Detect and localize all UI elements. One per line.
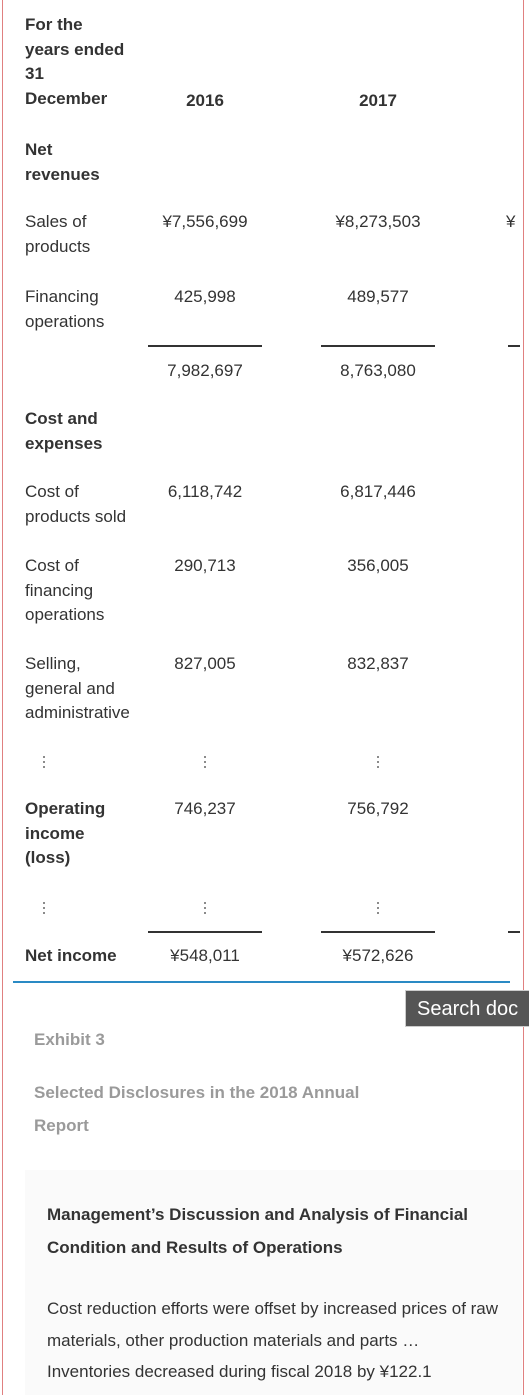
frame-border [2, 0, 3, 1395]
header-label: For the years ended 31 December [25, 15, 125, 108]
cell: 6,817,446 [340, 482, 416, 501]
ellipsis-icon [204, 756, 206, 768]
cell: 8,763,080 [340, 361, 416, 380]
row-heading: Operating income (loss) [25, 799, 106, 867]
ellipsis-icon [204, 902, 206, 914]
cell: ¥8,273,503 [335, 212, 421, 231]
rule [508, 345, 520, 347]
divider [13, 981, 510, 983]
section-panel: Management’s Discussion and Analysis of … [25, 1170, 522, 1395]
cell: ¥ [506, 212, 516, 231]
row-heading: Cost and expenses [25, 409, 103, 453]
cell: 425,998 [174, 287, 236, 306]
ellipsis-icon [43, 902, 45, 914]
cell: 6,118,742 [167, 482, 243, 501]
row-heading: Net revenues [25, 140, 100, 184]
frame-border [523, 0, 524, 1395]
ellipsis-icon [377, 902, 379, 914]
exhibit-title: Selected Disclosures in the 2018 Annual … [34, 1083, 360, 1135]
row-label: Cost of financing operations [25, 556, 105, 624]
section-heading: Management’s Discussion and Analysis of … [47, 1205, 469, 1257]
exhibit-number: Exhibit 3 [34, 1030, 105, 1049]
cell: 7,982,697 [167, 361, 243, 380]
cell: 290,713 [174, 556, 236, 575]
cell: ¥572,626 [342, 946, 414, 965]
row-label: Sales of products [25, 212, 91, 256]
rule [148, 931, 262, 933]
cell: ¥548,011 [170, 946, 240, 965]
column-header: 2017 [359, 91, 397, 110]
rule [321, 345, 435, 347]
cell: 356,005 [347, 556, 409, 575]
cell: 827,005 [174, 654, 236, 673]
cell: 832,837 [347, 654, 409, 673]
ellipsis-icon [377, 756, 379, 768]
cell: 489,577 [347, 287, 409, 306]
row-heading: Net income [25, 946, 117, 965]
rule [508, 931, 520, 933]
rule [321, 931, 435, 933]
row-label: Selling, general and administrative [25, 654, 130, 722]
row-label: Cost of products sold [25, 482, 127, 526]
cell: 756,792 [347, 799, 409, 818]
cell: ¥7,556,699 [162, 212, 248, 231]
section-body: Cost reduction efforts were offset by in… [47, 1299, 499, 1381]
tooltip[interactable]: Search doc [405, 990, 529, 1027]
row-label: Financing operations [25, 287, 105, 331]
rule [148, 345, 262, 347]
cell: 746,237 [174, 799, 236, 818]
column-header: 2016 [186, 91, 224, 110]
ellipsis-icon [43, 756, 45, 768]
